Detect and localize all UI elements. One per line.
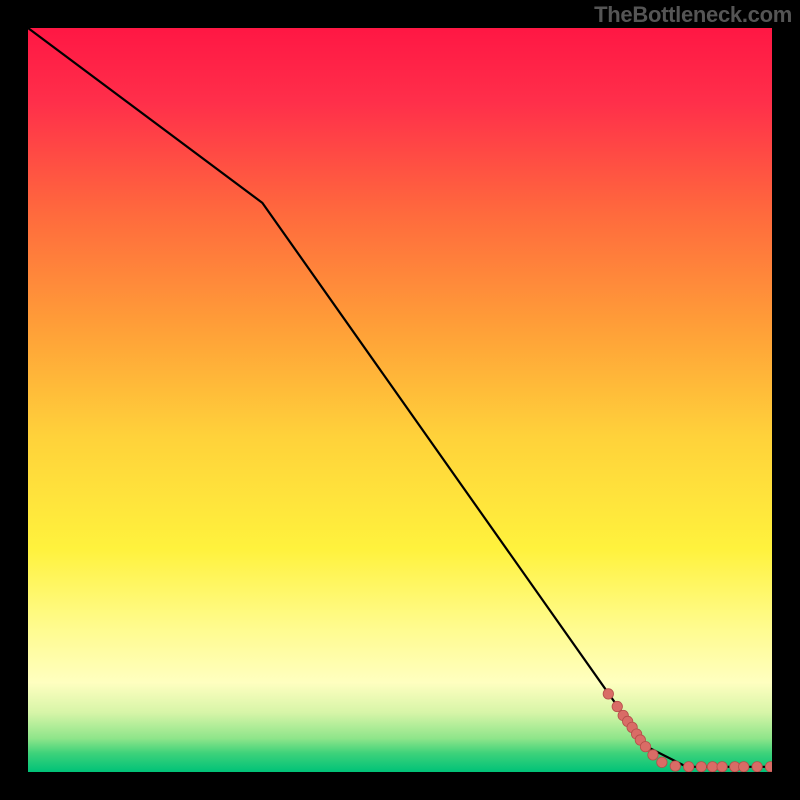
scatter-point: [739, 762, 749, 772]
scatter-point: [707, 762, 717, 772]
scatter-point: [752, 762, 762, 772]
scatter-point: [603, 689, 613, 699]
plot-area: [28, 28, 772, 772]
chart-container: TheBottleneck.com: [0, 0, 800, 800]
scatter-point: [648, 750, 658, 760]
gradient-background: [28, 28, 772, 772]
chart-svg: [28, 28, 772, 772]
scatter-point: [640, 742, 650, 752]
scatter-point: [717, 762, 727, 772]
scatter-point: [657, 757, 667, 767]
scatter-point: [612, 701, 622, 711]
scatter-point: [683, 762, 693, 772]
scatter-point: [765, 762, 772, 772]
scatter-point: [670, 761, 680, 771]
watermark-text: TheBottleneck.com: [594, 2, 792, 28]
scatter-point: [696, 762, 706, 772]
